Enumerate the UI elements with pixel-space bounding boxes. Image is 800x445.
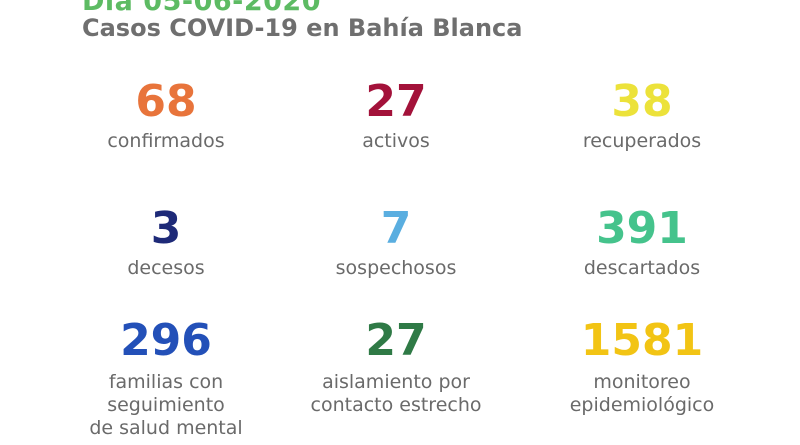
stat-confirmados: 68 confirmados — [46, 76, 286, 153]
stat-sospechosos: 7 sospechosos — [276, 203, 516, 280]
stat-monitoreo: 1581 monitoreo epidemiológico — [522, 315, 762, 417]
stat-label: confirmados — [107, 130, 225, 152]
stat-value: 38 — [611, 76, 673, 127]
date-title: Día 05-06-2020 — [82, 0, 321, 17]
stat-value: 7 — [380, 203, 412, 254]
stat-value: 391 — [596, 203, 688, 254]
stat-decesos: 3 decesos — [46, 203, 286, 280]
stat-label: activos — [362, 130, 430, 152]
stat-label: recuperados — [582, 130, 702, 152]
stat-salud-mental: 296 familias con seguimiento de salud me… — [46, 315, 286, 440]
stat-label: monitoreo epidemiológico — [569, 371, 715, 416]
page-subtitle: Casos COVID-19 en Bahía Blanca — [82, 14, 523, 42]
stat-label: aislamiento por contacto estrecho — [310, 371, 482, 416]
stat-label: decesos — [127, 257, 205, 279]
stat-aislamiento: 27 aislamiento por contacto estrecho — [276, 315, 516, 417]
stat-value: 296 — [120, 315, 212, 366]
stat-value: 27 — [365, 76, 427, 127]
stat-activos: 27 activos — [276, 76, 516, 153]
stat-descartados: 391 descartados — [522, 203, 762, 280]
stat-label: sospechosos — [335, 257, 457, 279]
stat-value: 3 — [150, 203, 182, 254]
stat-value: 1581 — [580, 315, 704, 366]
stat-label: familias con seguimiento de salud mental — [89, 371, 243, 439]
stat-value: 68 — [135, 76, 197, 127]
stat-value: 27 — [365, 315, 427, 366]
stat-recuperados: 38 recuperados — [522, 76, 762, 153]
stat-label: descartados — [583, 257, 701, 279]
